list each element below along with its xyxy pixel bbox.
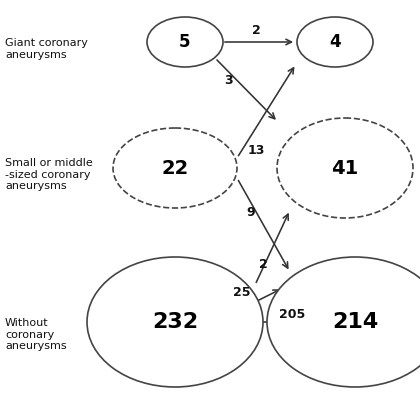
Ellipse shape: [113, 128, 237, 208]
Ellipse shape: [87, 257, 263, 387]
Text: 3: 3: [224, 74, 233, 86]
Text: Giant coronary
aneurysms: Giant coronary aneurysms: [5, 38, 88, 60]
Text: 2: 2: [252, 25, 260, 38]
Text: 13: 13: [248, 145, 265, 158]
Text: 2: 2: [259, 257, 268, 270]
Text: Without
coronary
aneurysms: Without coronary aneurysms: [5, 318, 67, 351]
Text: 41: 41: [331, 158, 359, 177]
Text: 205: 205: [279, 308, 305, 320]
Text: 22: 22: [161, 158, 189, 177]
Ellipse shape: [147, 17, 223, 67]
Ellipse shape: [267, 257, 420, 387]
Text: 5: 5: [179, 33, 191, 51]
Text: 9: 9: [246, 206, 255, 219]
Ellipse shape: [297, 17, 373, 67]
Text: 4: 4: [329, 33, 341, 51]
Text: 232: 232: [152, 312, 198, 332]
Text: 25: 25: [233, 286, 250, 299]
Text: Small or middle
-sized coronary
aneurysms: Small or middle -sized coronary aneurysm…: [5, 158, 93, 191]
Text: 214: 214: [332, 312, 378, 332]
Ellipse shape: [277, 118, 413, 218]
